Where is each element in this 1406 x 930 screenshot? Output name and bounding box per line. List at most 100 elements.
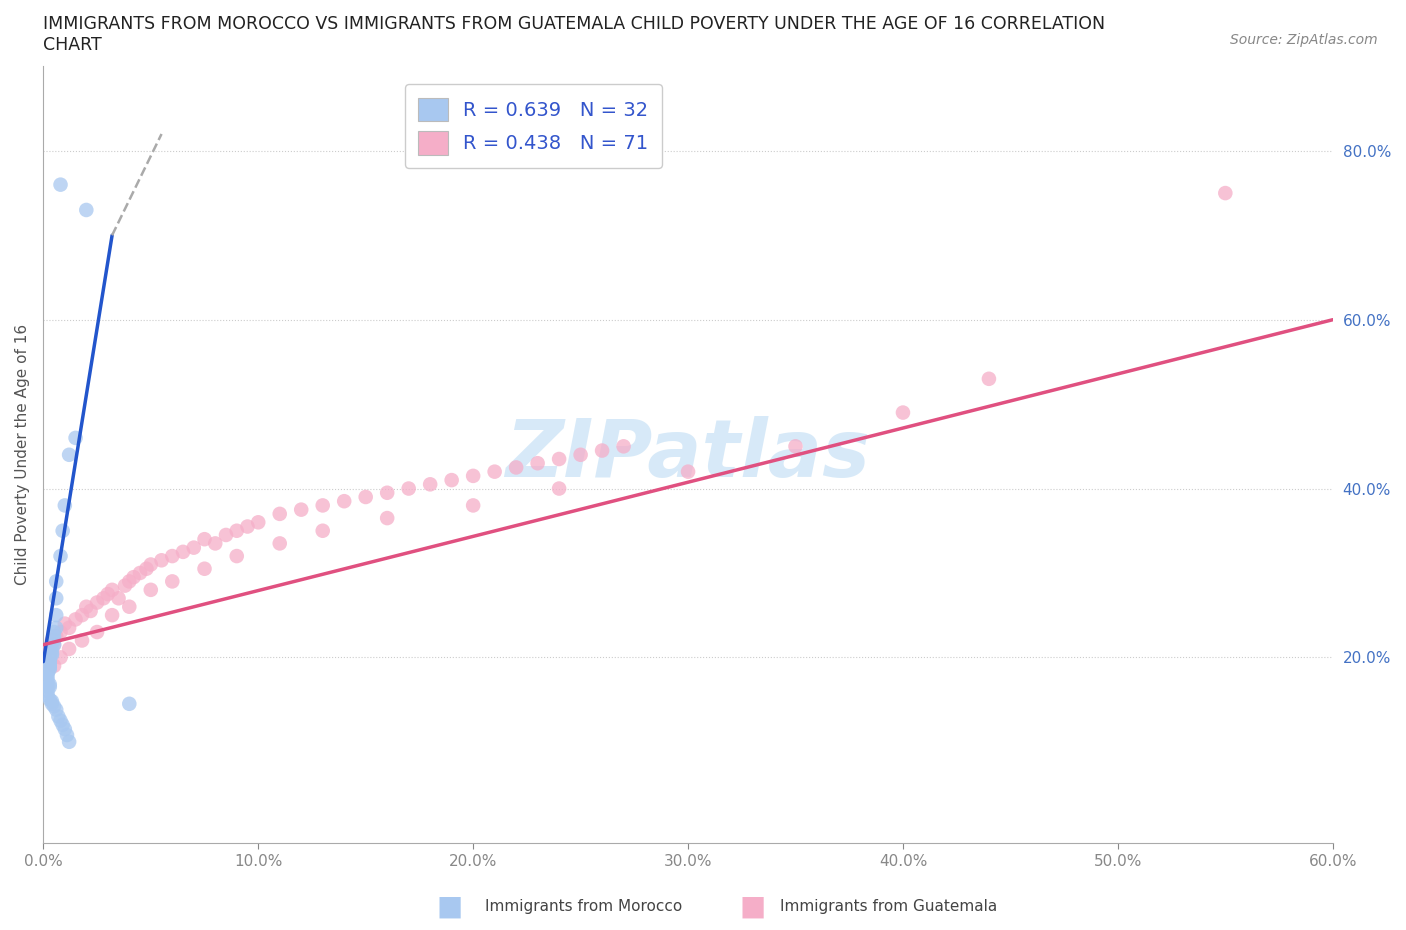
Point	[129, 565, 152, 580]
Text: ■: ■	[740, 893, 765, 921]
Point	[86, 595, 108, 610]
Point	[38, 662, 60, 677]
Point	[37, 667, 59, 682]
Point	[41, 645, 63, 660]
Point	[37, 680, 59, 695]
Point	[38, 658, 60, 673]
Point	[247, 515, 270, 530]
Point	[53, 722, 76, 737]
Y-axis label: Child Poverty Under the Age of 16: Child Poverty Under the Age of 16	[15, 325, 30, 585]
Point	[42, 625, 65, 640]
Point	[42, 633, 65, 648]
Point	[37, 665, 59, 680]
Point	[785, 439, 807, 454]
Point	[49, 650, 72, 665]
Point	[107, 591, 129, 605]
Point	[49, 178, 72, 193]
Point	[139, 582, 162, 597]
Point	[38, 677, 60, 692]
Point	[58, 735, 80, 750]
Point	[75, 203, 97, 218]
Point	[41, 647, 63, 662]
Point	[49, 549, 72, 564]
Point	[38, 692, 60, 707]
Point	[37, 654, 59, 669]
Point	[236, 519, 259, 534]
Point	[49, 625, 72, 640]
Point	[676, 464, 699, 479]
Point	[114, 578, 136, 593]
Point	[79, 604, 101, 618]
Point	[42, 637, 65, 652]
Point	[38, 660, 60, 675]
Point	[354, 489, 377, 504]
Point	[37, 688, 59, 703]
Point	[97, 587, 120, 602]
Point	[41, 642, 63, 657]
Point	[38, 657, 60, 671]
Point	[38, 642, 60, 657]
Point	[135, 562, 157, 577]
Point	[290, 502, 312, 517]
Point	[52, 717, 75, 732]
Point	[215, 527, 238, 542]
Point	[484, 464, 506, 479]
Point	[93, 591, 115, 605]
Point	[463, 469, 485, 484]
Point	[150, 552, 173, 567]
Point	[162, 574, 184, 589]
Point	[118, 574, 141, 589]
Text: ZIPatlas: ZIPatlas	[506, 416, 870, 494]
Point	[419, 477, 441, 492]
Point	[139, 557, 162, 572]
Point	[37, 684, 59, 698]
Point	[45, 620, 67, 635]
Point	[53, 617, 76, 631]
Point	[56, 727, 79, 742]
Point	[37, 662, 59, 677]
Point	[48, 709, 70, 724]
Point	[86, 625, 108, 640]
Point	[58, 620, 80, 635]
Point	[440, 472, 463, 487]
Point	[1213, 186, 1236, 201]
Point	[891, 405, 914, 420]
Point	[58, 447, 80, 462]
Point	[65, 431, 87, 445]
Point	[526, 456, 548, 471]
Point	[41, 697, 63, 711]
Point	[162, 549, 184, 564]
Point	[312, 498, 335, 512]
Point	[312, 524, 335, 538]
Point	[375, 511, 398, 525]
Point	[42, 637, 65, 652]
Legend: R = 0.639   N = 32, R = 0.438   N = 71: R = 0.639 N = 32, R = 0.438 N = 71	[405, 84, 662, 168]
Point	[58, 642, 80, 657]
Text: Source: ZipAtlas.com: Source: ZipAtlas.com	[1230, 33, 1378, 46]
Point	[53, 498, 76, 512]
Point	[118, 697, 141, 711]
Point	[42, 629, 65, 644]
Point	[193, 532, 215, 547]
Text: ■: ■	[437, 893, 463, 921]
Point	[375, 485, 398, 500]
Point	[45, 629, 67, 644]
Point	[38, 653, 60, 668]
Point	[269, 536, 291, 551]
Point	[548, 452, 571, 467]
Point	[70, 607, 93, 622]
Point	[591, 443, 613, 458]
Point	[333, 494, 356, 509]
Point	[42, 698, 65, 713]
Point	[45, 702, 67, 717]
Point	[225, 524, 247, 538]
Point	[101, 582, 124, 597]
Point	[38, 648, 60, 663]
Point	[41, 694, 63, 709]
Point	[398, 481, 420, 496]
Point	[118, 599, 141, 614]
Point	[38, 650, 60, 665]
Point	[977, 371, 1000, 386]
Point	[37, 675, 59, 690]
Point	[101, 607, 124, 622]
